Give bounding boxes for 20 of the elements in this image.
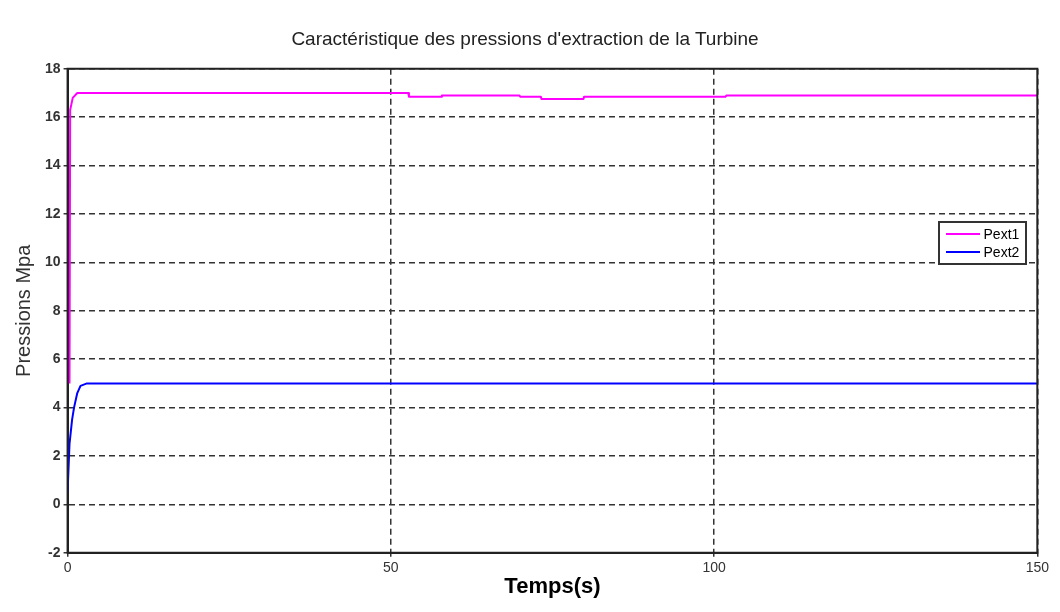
- y-tick-label: 12: [44, 204, 61, 221]
- x-tick-label: 50: [383, 559, 399, 576]
- x-tick-label: 100: [702, 559, 726, 576]
- y-tick-label: -2: [48, 543, 61, 560]
- x-tick-label: 150: [1025, 559, 1050, 576]
- x-tick-label: 0: [63, 559, 72, 576]
- y-tick-label: 0: [52, 495, 61, 512]
- y-tick-label: 6: [52, 350, 61, 367]
- chart-title: Caractéristique des pressions d'extraction de la Turbine: [291, 27, 759, 49]
- y-axis-title: Pressions Mpa: [11, 243, 34, 377]
- x-axis-title: Temps(s): [504, 572, 601, 598]
- legend-label: Pext2: [983, 242, 1020, 261]
- legend-label: Pext1: [983, 224, 1020, 243]
- y-tick-label: 4: [52, 398, 61, 415]
- y-tick-label: 10: [44, 253, 61, 270]
- y-tick-label: 8: [52, 301, 61, 318]
- y-tick-label: 2: [52, 446, 61, 463]
- y-tick-label: 16: [44, 108, 61, 125]
- y-tick-label: 14: [44, 156, 61, 173]
- y-tick-label: 18: [44, 59, 61, 76]
